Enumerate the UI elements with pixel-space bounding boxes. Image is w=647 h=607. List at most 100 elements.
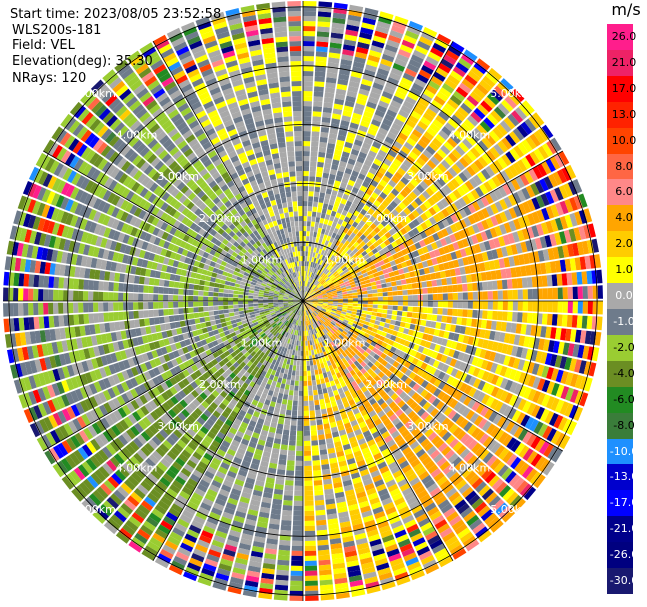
- gate-cell: [350, 232, 356, 239]
- gate-cell: [323, 256, 328, 262]
- gate-cell: [437, 371, 446, 380]
- gate-cell: [434, 344, 441, 352]
- gate-cell: [492, 280, 498, 290]
- gate-cell: [403, 123, 414, 133]
- gate-cell: [286, 470, 295, 476]
- gate-cell: [393, 197, 402, 205]
- gate-cell: [477, 464, 489, 477]
- gate-cell: [349, 76, 361, 84]
- gate-cell: [295, 370, 300, 376]
- gate-cell: [355, 259, 362, 266]
- gate-cell: [310, 151, 318, 157]
- gate-cell: [467, 203, 477, 214]
- gate-cell: [379, 274, 385, 280]
- gate-cell: [318, 313, 323, 318]
- gate-cell: [540, 408, 550, 422]
- gate-cell: [489, 146, 501, 159]
- gate-cell: [316, 269, 321, 275]
- gate-cell: [318, 559, 331, 566]
- gate-cell: [482, 452, 494, 464]
- gate-cell: [362, 180, 370, 188]
- gate-cell: [328, 199, 335, 206]
- gate-cell: [391, 175, 400, 184]
- gate-cell: [467, 301, 473, 309]
- gate-cell: [431, 351, 439, 359]
- gate-cell: [357, 301, 363, 304]
- gate-cell: [346, 211, 353, 219]
- gate-cell: [311, 211, 317, 217]
- gate-cell: [344, 317, 350, 321]
- gate-cell: [347, 295, 353, 299]
- gate-cell: [388, 381, 396, 389]
- gate-cell: [523, 486, 537, 501]
- gate-cell: [388, 228, 396, 236]
- gate-cell: [391, 330, 399, 337]
- gate-cell: [476, 358, 484, 368]
- gate-cell: [311, 278, 315, 284]
- gate-cell: [322, 267, 327, 273]
- gate-cell: [454, 391, 464, 401]
- gate-cell: [401, 284, 408, 290]
- gate-cell: [445, 420, 455, 431]
- gate-cell: [428, 226, 437, 235]
- gate-cell: [307, 298, 313, 300]
- gate-cell: [314, 494, 324, 501]
- gate-cell: [386, 314, 392, 320]
- gate-cell: [426, 173, 436, 183]
- gate-cell: [307, 251, 311, 257]
- gate-cell: [562, 419, 573, 433]
- gate-cell: [315, 509, 326, 516]
- gate-cell: [512, 289, 518, 300]
- gate-cell: [305, 251, 308, 257]
- gate-cell: [459, 266, 466, 275]
- gate-cell: [321, 464, 330, 470]
- gate-cell: [518, 335, 526, 347]
- gate-cell: [366, 240, 373, 247]
- gate-cell: [446, 277, 453, 285]
- gate-cell: [392, 253, 399, 260]
- gate-cell: [428, 207, 437, 216]
- gate-cell: [326, 235, 331, 242]
- gate-cell: [312, 121, 321, 127]
- gate-cell: [426, 349, 434, 357]
- gate-cell: [355, 328, 361, 334]
- gate-cell: [318, 222, 324, 229]
- gate-cell: [471, 401, 481, 412]
- gate-cell: [362, 17, 376, 26]
- gate-cell: [404, 224, 412, 233]
- gate-cell: [440, 144, 451, 155]
- gate-cell: [485, 133, 497, 146]
- gate-cell: [314, 287, 319, 292]
- gate-cell: [387, 328, 394, 335]
- gate-cell: [559, 401, 570, 415]
- gate-cell: [582, 301, 588, 314]
- gate-cell: [303, 76, 314, 82]
- gate-cell: [446, 339, 453, 348]
- gate-cell: [522, 448, 534, 461]
- gate-cell: [307, 216, 312, 222]
- gate-cell: [322, 302, 328, 304]
- gate-cell: [352, 298, 358, 301]
- gate-cell: [314, 86, 324, 92]
- gate-cell: [334, 258, 340, 264]
- gate-cell: [303, 355, 307, 361]
- gate-cell: [410, 54, 424, 64]
- gate-cell: [328, 231, 333, 237]
- gate-cell: [447, 301, 453, 308]
- gate-cell: [309, 266, 312, 272]
- gate-cell: [379, 321, 386, 327]
- gate-cell: [404, 216, 412, 224]
- gate-cell: [340, 339, 346, 346]
- gate-cell: [465, 134, 477, 146]
- gate-cell: [314, 399, 320, 406]
- gate-cell: [295, 460, 303, 466]
- gate-cell: [317, 11, 332, 18]
- gate-cell: [285, 379, 291, 385]
- gate-cell: [448, 332, 455, 340]
- gate-cell: [562, 342, 570, 356]
- gate-cell: [316, 291, 322, 295]
- gate-cell: [317, 296, 323, 299]
- gate-cell: [396, 343, 404, 351]
- gate-cell: [306, 304, 311, 308]
- gate-cell: [512, 231, 520, 243]
